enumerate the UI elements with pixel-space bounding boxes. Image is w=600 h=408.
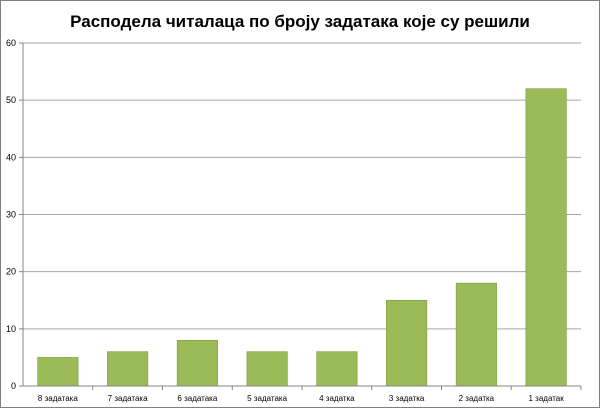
x-tick-label: 8 задатака [38,394,78,403]
y-tick-label: 50 [6,95,16,105]
x-axis-ticks: 8 задатака 7 задатака 6 задатака 5 задатака… [38,386,582,403]
x-tick-label: 7 задатака [108,394,148,403]
y-axis-ticks: 0 10 20 30 40 50 60 [6,38,23,391]
y-tick-label: 60 [6,38,16,48]
bar [37,357,79,387]
bar [455,282,497,387]
chart-title: Расподела читалаца по броју задатака кој… [70,12,530,31]
bar [316,351,358,387]
bar [176,339,218,387]
x-tick-label: 5 задатака [247,394,287,403]
x-tick-label: 3 задатка [389,394,425,403]
x-tick-label: 4 задатка [319,394,355,403]
y-tick-label: 10 [6,324,16,334]
y-tick-label: 0 [11,381,16,391]
gridlines [23,42,581,330]
x-tick-label: 6 задатака [177,394,217,403]
y-tick-label: 30 [6,210,16,220]
bar [107,351,149,387]
bar [525,88,567,387]
y-tick-label: 20 [6,267,16,277]
bar [386,299,428,387]
bars [37,88,567,387]
x-tick-label: 1 задатак [528,394,564,403]
x-tick-label: 2 задатка [459,394,495,403]
y-tick-label: 40 [6,152,16,162]
bar [246,351,288,387]
